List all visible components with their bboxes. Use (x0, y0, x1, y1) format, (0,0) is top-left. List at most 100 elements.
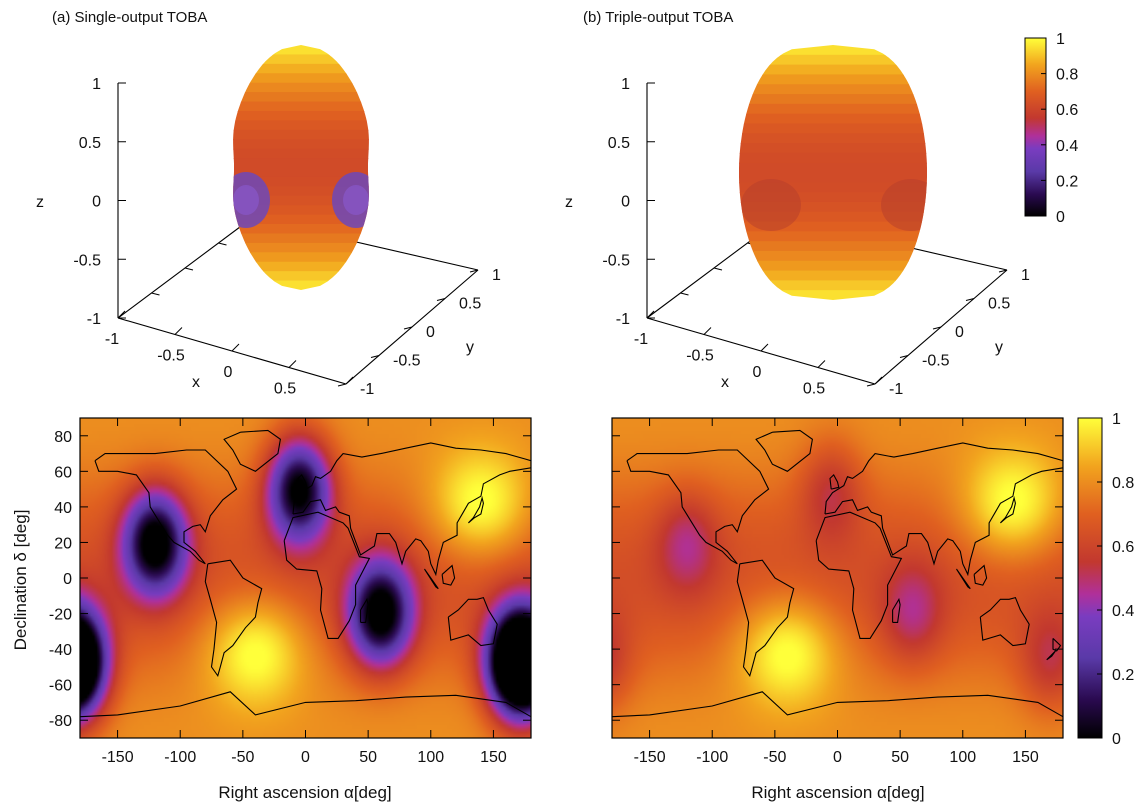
panel-d-coastline-5 (979, 596, 1030, 647)
top-colorbar-tick-label: 0.8 (1056, 67, 1078, 84)
top-colorbar-tick-label: 0.6 (1056, 102, 1078, 119)
panel-a-band (233, 214, 369, 226)
panel-a-z-tick-label: -0.5 (73, 252, 101, 269)
panel-a-y-label: y (466, 339, 474, 356)
top-colorbar: 1 0.8 0.6 0.4 0.2 0 (1024, 31, 1078, 226)
panel-c-x-tick-label: -100 (164, 749, 196, 766)
panel-d-coastline-13 (1046, 650, 1056, 661)
panel-c-y-tick-label: 0 (63, 571, 72, 588)
panel-a-band (233, 271, 369, 282)
panel-d-coastline-7 (829, 474, 840, 490)
bottom-colorbar-tick-label: 1 (1112, 411, 1121, 428)
panel-a-back-tick (184, 267, 194, 271)
panel-d-coastline-6 (612, 691, 1063, 718)
bottom-colorbar: 1 0.8 0.6 0.4 0.2 0 (1077, 411, 1134, 748)
panel-c-heatmap-image (80, 418, 531, 738)
panel-b-band (739, 280, 927, 292)
panel-b-x-tick (703, 327, 712, 335)
panel-a-band (233, 252, 369, 263)
panel-a-y-tick (403, 326, 413, 330)
panel-b-y-tick (866, 383, 876, 387)
panel-a-band (233, 224, 369, 235)
panel-d-coastline-8 (999, 495, 1016, 524)
panel-a-y-tick-label: -1 (360, 381, 374, 398)
panel-a-band (233, 167, 369, 178)
panel-a-band (233, 148, 369, 160)
panel-a-band (233, 139, 369, 150)
panel-a-x-label: x (192, 374, 200, 391)
panel-b-y-tick-label: -1 (889, 381, 903, 398)
panel-a-z-tick-label: 1 (92, 76, 101, 93)
panel-b-band (739, 152, 927, 164)
panel-b-x-tick-label: -1 (634, 331, 648, 348)
top-colorbar-tick-label: 0.4 (1056, 138, 1078, 155)
panel-d-coastline-2 (736, 559, 795, 678)
panel-a-band (233, 129, 369, 141)
panel-a-x-tick-label: -0.5 (157, 348, 185, 365)
panel-d-x-tick-label: 100 (949, 749, 976, 766)
panel-c-heatmap: -150 -100 -50 0 50 100 150 80 60 40 20 0 -20 -40 -60 -8… (11, 417, 532, 802)
panel-b-band (739, 45, 927, 56)
panel-a-x-tick-label: -1 (105, 331, 119, 348)
panel-c-y-tick-label: 60 (54, 464, 72, 481)
panel-b-z-tick-label: -0.5 (602, 252, 630, 269)
panel-a-y-tick-label: 0 (426, 324, 435, 341)
panel-c-coastline-0 (94, 449, 238, 565)
panel-d-coastline-1 (755, 429, 814, 472)
panel-b-band (739, 94, 927, 105)
panel-c-x-tick-label: 150 (480, 749, 507, 766)
top-colorbar-tick-label: 0 (1056, 209, 1065, 226)
panel-b-y-tick-label: 0 (955, 324, 964, 341)
panel-a-z-label: z (36, 194, 44, 211)
panel-c-coastline-6 (80, 691, 531, 718)
panel-a-band (233, 101, 369, 112)
panel-d-x-tick-label: 0 (833, 749, 842, 766)
panel-c-coastline-4 (292, 442, 531, 577)
panel-b-x-tick-label: 0 (753, 364, 762, 381)
panel-b-y-tick-label: 1 (1021, 267, 1030, 284)
panel-a-z-tick-label: 0.5 (79, 135, 101, 152)
panel-a-band (233, 110, 369, 122)
panel-a-band (233, 45, 369, 56)
panel-b-band (739, 192, 927, 203)
panel-b-band (739, 133, 927, 145)
panel-c-coastline-7 (297, 474, 308, 490)
panel-b-band (739, 250, 927, 262)
panel-b-x-tick (646, 310, 655, 319)
panel-b-band (739, 231, 927, 243)
panel-c-x-tick-label: -50 (231, 749, 254, 766)
panel-d-coastline-0 (626, 449, 770, 565)
panel-c-coastline-2 (204, 559, 263, 678)
panel-a-band (233, 280, 369, 290)
panel-a-band (233, 73, 369, 84)
panel-b-z-tick-label: 0 (621, 194, 630, 211)
panel-c-coastline-10 (441, 564, 456, 586)
panel-b-z-tick-label: 1 (621, 76, 630, 93)
panel-a-x-tick (174, 327, 183, 335)
panel-b-band (739, 103, 927, 115)
panel-d-x-tick-label: -150 (634, 749, 666, 766)
panel-b-y-tick (932, 326, 942, 330)
panel-b-x-tick-label: 0.5 (803, 381, 825, 398)
bottom-colorbar-tick-label: 0 (1112, 731, 1121, 748)
panel-a-x-tick (345, 376, 354, 385)
panel-c-coastline-8 (467, 495, 484, 524)
panel-c-coastline-11 (424, 568, 439, 590)
panel-c-coastline-13 (514, 650, 524, 661)
panel-a-y-tick-label: -0.5 (393, 353, 421, 370)
panel-b-band (739, 54, 927, 66)
panel-b-band (739, 182, 927, 194)
panel-b-3d-axes: 1 0.5 0 -0.5 -1 z -1 -0.5 0 0.5 x -1 -0.5 0 0.5 1 y (565, 76, 1030, 398)
top-colorbar-tick-label: 0.2 (1056, 173, 1078, 190)
panel-d-x-tick-label: -50 (763, 749, 786, 766)
panel-c-coastline-1 (223, 429, 282, 472)
panel-c-ylabel: Declination δ [deg] (11, 510, 30, 651)
bottom-colorbar-tick-label: 0.2 (1112, 667, 1134, 684)
panel-b-y-tick (965, 298, 975, 301)
panel-a-band (233, 195, 369, 207)
panel-d-coastline-4 (824, 442, 1063, 577)
panel-c-coastlines (80, 429, 531, 718)
panel-d-x-tick-label: 150 (1012, 749, 1039, 766)
panel-a-back-tick (151, 292, 160, 296)
panel-c-x-tick-label: 50 (359, 749, 377, 766)
